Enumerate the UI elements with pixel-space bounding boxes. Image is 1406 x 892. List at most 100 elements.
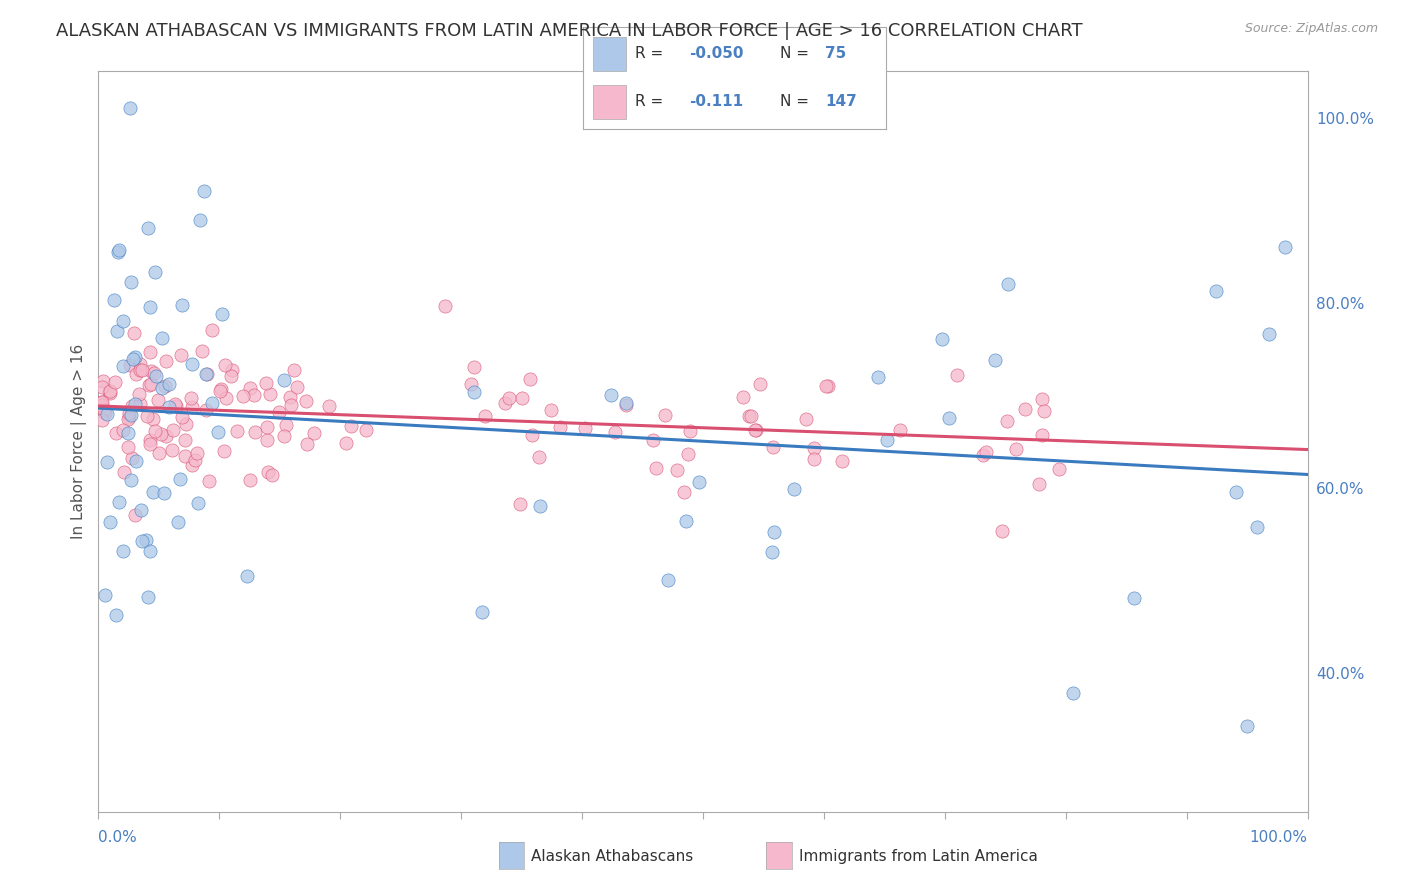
Point: [512, 391, 534, 405]
Point: [976, 444, 998, 458]
Point: [167, 515, 190, 529]
Point: [519, 372, 541, 386]
Point: [335, 436, 357, 450]
Point: [91, 380, 114, 394]
Point: [256, 433, 278, 447]
Point: [678, 447, 700, 461]
Point: [131, 363, 153, 377]
Text: Source: ZipAtlas.com: Source: ZipAtlas.com: [1244, 22, 1378, 36]
Point: [645, 461, 668, 475]
Point: [195, 367, 218, 381]
Point: [259, 387, 281, 401]
Point: [1236, 719, 1258, 733]
Point: [124, 508, 146, 522]
Point: [616, 396, 638, 410]
Point: [104, 425, 127, 440]
Point: [1274, 240, 1296, 254]
Point: [148, 393, 170, 408]
Point: [129, 358, 152, 372]
Point: [129, 503, 152, 517]
Point: [803, 452, 825, 467]
Point: [938, 411, 960, 425]
Point: [90, 395, 112, 409]
Point: [157, 377, 180, 392]
Point: [143, 264, 166, 278]
Text: N =: N =: [780, 45, 808, 61]
Point: [817, 379, 839, 393]
Point: [181, 458, 204, 472]
Point: [520, 428, 543, 442]
Point: [1028, 477, 1050, 491]
Point: [104, 375, 127, 389]
Point: [997, 277, 1019, 292]
Text: 147: 147: [825, 95, 858, 109]
Point: [165, 399, 187, 413]
Point: [105, 607, 128, 622]
Point: [494, 396, 516, 410]
Point: [340, 419, 363, 434]
Point: [128, 387, 150, 401]
Point: [191, 343, 214, 358]
Point: [193, 184, 215, 198]
Point: [105, 324, 128, 338]
Point: [254, 376, 277, 390]
Point: [170, 348, 193, 362]
Point: [155, 429, 177, 443]
Point: [273, 429, 295, 443]
Point: [138, 543, 160, 558]
Point: [121, 399, 143, 413]
Point: [471, 605, 494, 619]
Point: [153, 379, 176, 393]
Point: [108, 243, 131, 257]
Point: [139, 437, 162, 451]
Point: [207, 425, 229, 439]
Text: 0.0%: 0.0%: [98, 830, 138, 846]
Point: [135, 533, 157, 548]
Point: [280, 398, 302, 412]
Point: [139, 377, 162, 392]
Bar: [592, 37, 626, 70]
Point: [744, 423, 766, 437]
Y-axis label: In Labor Force | Age > 16: In Labor Force | Age > 16: [72, 344, 87, 539]
Point: [794, 412, 817, 426]
Point: [463, 360, 485, 375]
Point: [232, 389, 254, 403]
Point: [984, 352, 1007, 367]
Point: [990, 524, 1012, 539]
Point: [143, 366, 166, 380]
Point: [152, 486, 174, 500]
Point: [96, 407, 118, 421]
Point: [200, 396, 222, 410]
Point: [278, 391, 301, 405]
Point: [600, 388, 623, 402]
Point: [675, 514, 697, 528]
Point: [529, 499, 551, 513]
Point: [1014, 402, 1036, 417]
Point: [169, 471, 191, 485]
Point: [1225, 485, 1247, 500]
Point: [574, 421, 596, 435]
Point: [198, 474, 221, 488]
Point: [111, 423, 134, 437]
Point: [889, 423, 911, 437]
Point: [245, 425, 267, 439]
Point: [679, 424, 702, 438]
Bar: [592, 86, 626, 119]
Point: [139, 344, 162, 359]
Point: [1122, 591, 1144, 605]
Point: [125, 368, 148, 382]
Point: [1031, 428, 1053, 442]
Point: [124, 397, 146, 411]
Point: [460, 377, 482, 392]
Point: [212, 443, 235, 458]
Text: 100.0%: 100.0%: [1250, 830, 1308, 846]
Point: [173, 450, 195, 464]
Point: [665, 463, 688, 477]
Point: [262, 468, 284, 483]
Point: [1062, 685, 1084, 699]
Point: [117, 440, 139, 454]
Point: [195, 403, 218, 417]
Point: [354, 423, 377, 437]
Point: [273, 373, 295, 387]
Point: [236, 568, 259, 582]
